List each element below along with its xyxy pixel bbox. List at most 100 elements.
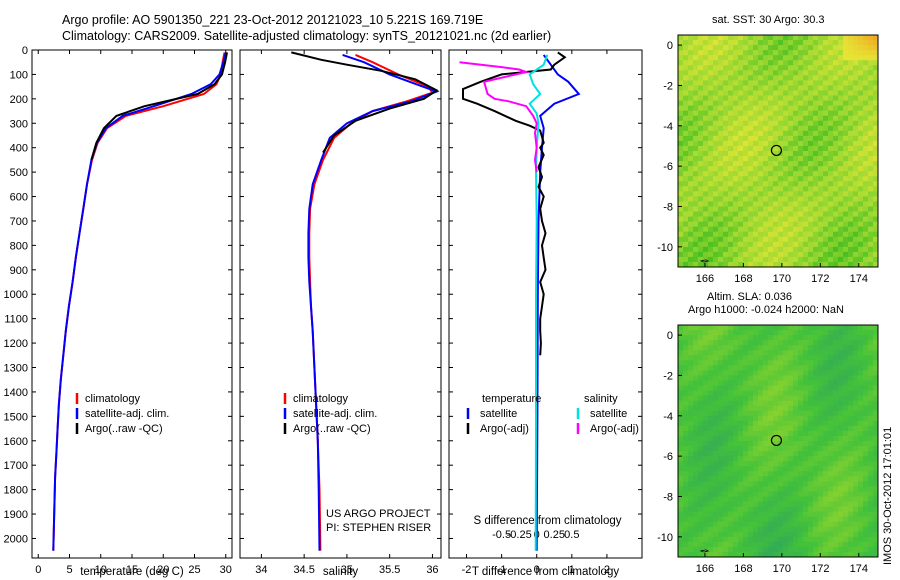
series-temperature-satellite: [535, 54, 581, 551]
sla-map-title: Altim. SLA: 0.036: [707, 291, 792, 303]
lon-tick-label: 166: [696, 563, 714, 575]
lat-tick-label: -2: [663, 370, 673, 382]
y-tick-label: 1600: [4, 436, 28, 448]
panel-difference: -2 -1 0 1 2T difference from climatology -0.5…: [448, 49, 643, 578]
y-tick-label: 800: [10, 240, 28, 252]
y-tick-label: 700: [10, 216, 28, 228]
x-tick-label: 35.5: [379, 564, 400, 576]
x-axis-label: salinity: [323, 566, 358, 578]
y-tick-label: 1100: [4, 314, 28, 326]
lon-tick-label: 170: [773, 563, 791, 575]
x-tick-label: 30: [220, 564, 232, 576]
lon-tick-label: 168: [734, 563, 752, 575]
y-tick-label: 600: [10, 192, 28, 204]
map-sla: 166 168 170 172 174 0 -2 -4 -6 -8 -10: [657, 324, 879, 575]
y-tick-label: 1300: [4, 363, 28, 375]
x2-axis-label: S difference from climatology: [473, 515, 621, 527]
series-satellite-adj-clim-: [307, 53, 440, 551]
series-climatology: [52, 52, 226, 551]
series-climatology: [308, 53, 434, 551]
y-tick-label: 1900: [4, 509, 28, 521]
legend-label: Argo(-adj): [480, 423, 529, 435]
series-satellite-adj-clim-: [52, 52, 227, 551]
series-argo-raw-qc-: [291, 51, 439, 154]
legend-label: Argo(..raw -QC): [293, 423, 371, 435]
lat-tick-label: -8: [663, 201, 673, 213]
lon-tick-label: 172: [811, 273, 829, 285]
x2-tick-label: 0.25: [544, 529, 565, 541]
x2-tick-label: -0.25: [507, 529, 532, 541]
lat-tick-label: 0: [667, 40, 673, 52]
y-tick-label: 1500: [4, 411, 28, 423]
lat-tick-label: -6: [663, 451, 673, 463]
y-tick-label: 500: [10, 167, 28, 179]
map-sst: 166 168 170 172 174 0 -2 -4 -6 -8 -10: [657, 34, 879, 285]
credit-project: US ARGO PROJECT: [326, 508, 431, 520]
x-axis-label: temperature (deg C): [80, 566, 184, 578]
lon-tick-label: 172: [811, 563, 829, 575]
legend-label: Argo(-adj): [590, 423, 639, 435]
lat-tick-label: -8: [663, 491, 673, 503]
x-tick-label: 35: [341, 564, 353, 576]
panel-temperature: 0 5 10 15 20 25 30 temperature (deg C) 0 100 200 30…: [4, 45, 233, 578]
figure-title-line1: Argo profile: AO 5901350_221 23-Oct-2012…: [62, 13, 484, 27]
lon-tick-label: 174: [850, 563, 868, 575]
island-outline: [699, 549, 710, 553]
lat-tick-label: -2: [663, 80, 673, 92]
x-tick-label: 2: [604, 564, 610, 576]
y-tick-label: 300: [10, 118, 28, 130]
legend-group-title: salinity: [584, 393, 618, 405]
panel-frame: [448, 49, 643, 559]
series-temperature-argo-adj-: [462, 51, 567, 356]
lon-tick-label: 168: [734, 273, 752, 285]
x-tick-label: -1: [497, 564, 507, 576]
x-tick-label: 5: [66, 564, 72, 576]
lon-tick-label: 166: [696, 273, 714, 285]
argo-position-marker: [770, 144, 783, 157]
y-tick-label: 1700: [4, 460, 28, 472]
y-tick-label: 1400: [4, 387, 28, 399]
y-tick-label: 900: [10, 265, 28, 277]
legend-label: climatology: [293, 393, 349, 405]
lat-tick-label: -6: [663, 161, 673, 173]
island-outline: [699, 259, 710, 263]
y-tick-label: 0: [22, 45, 28, 57]
legend-label: satellite-adj. clim.: [85, 408, 169, 420]
y-tick-label: 1800: [4, 485, 28, 497]
sst-map-title: sat. SST: 30 Argo: 30.3: [712, 14, 825, 26]
y-tick-label: 2000: [4, 533, 28, 545]
series-salinity-satellite: [528, 54, 549, 551]
series-salinity-argo-adj-: [459, 61, 538, 173]
legend-label: satellite: [590, 408, 627, 420]
y-tick-label: 400: [10, 143, 28, 155]
panel-salinity: 34 34.5 35 35.5 36 salinity climatology satelli…: [239, 49, 442, 578]
panel-frame: [31, 49, 233, 559]
map-frame: [677, 34, 879, 268]
y-tick-label: 100: [10, 69, 28, 81]
x-tick-label: 1: [569, 564, 575, 576]
lat-tick-label: -10: [657, 242, 673, 254]
argo-height-line: Argo h1000: -0.024 h2000: NaN: [688, 304, 844, 316]
map-frame: [677, 324, 879, 558]
figure-title-line2: Climatology: CARS2009. Satellite-adjuste…: [62, 29, 552, 43]
y-tick-label: 200: [10, 94, 28, 106]
x-tick-label: 36: [426, 564, 438, 576]
x-axis-label: T difference from climatology: [472, 566, 619, 578]
credit-pi: PI: STEPHEN RISER: [326, 522, 431, 534]
x-tick-label: 34: [255, 564, 267, 576]
y-tick-label: 1000: [4, 289, 28, 301]
x-tick-label: 25: [188, 564, 200, 576]
lon-tick-label: 170: [773, 273, 791, 285]
x2-tick-label: 0.5: [564, 529, 579, 541]
x-tick-label: 10: [95, 564, 107, 576]
x-tick-label: 0: [534, 564, 540, 576]
x-tick-label: 0: [35, 564, 41, 576]
x-tick-label: -2: [462, 564, 472, 576]
legend-label: satellite: [480, 408, 517, 420]
lon-tick-label: 174: [850, 273, 868, 285]
legend-label: Argo(..raw -QC): [85, 423, 163, 435]
x-tick-label: 15: [126, 564, 138, 576]
legend-group-title: temperature: [482, 393, 541, 405]
